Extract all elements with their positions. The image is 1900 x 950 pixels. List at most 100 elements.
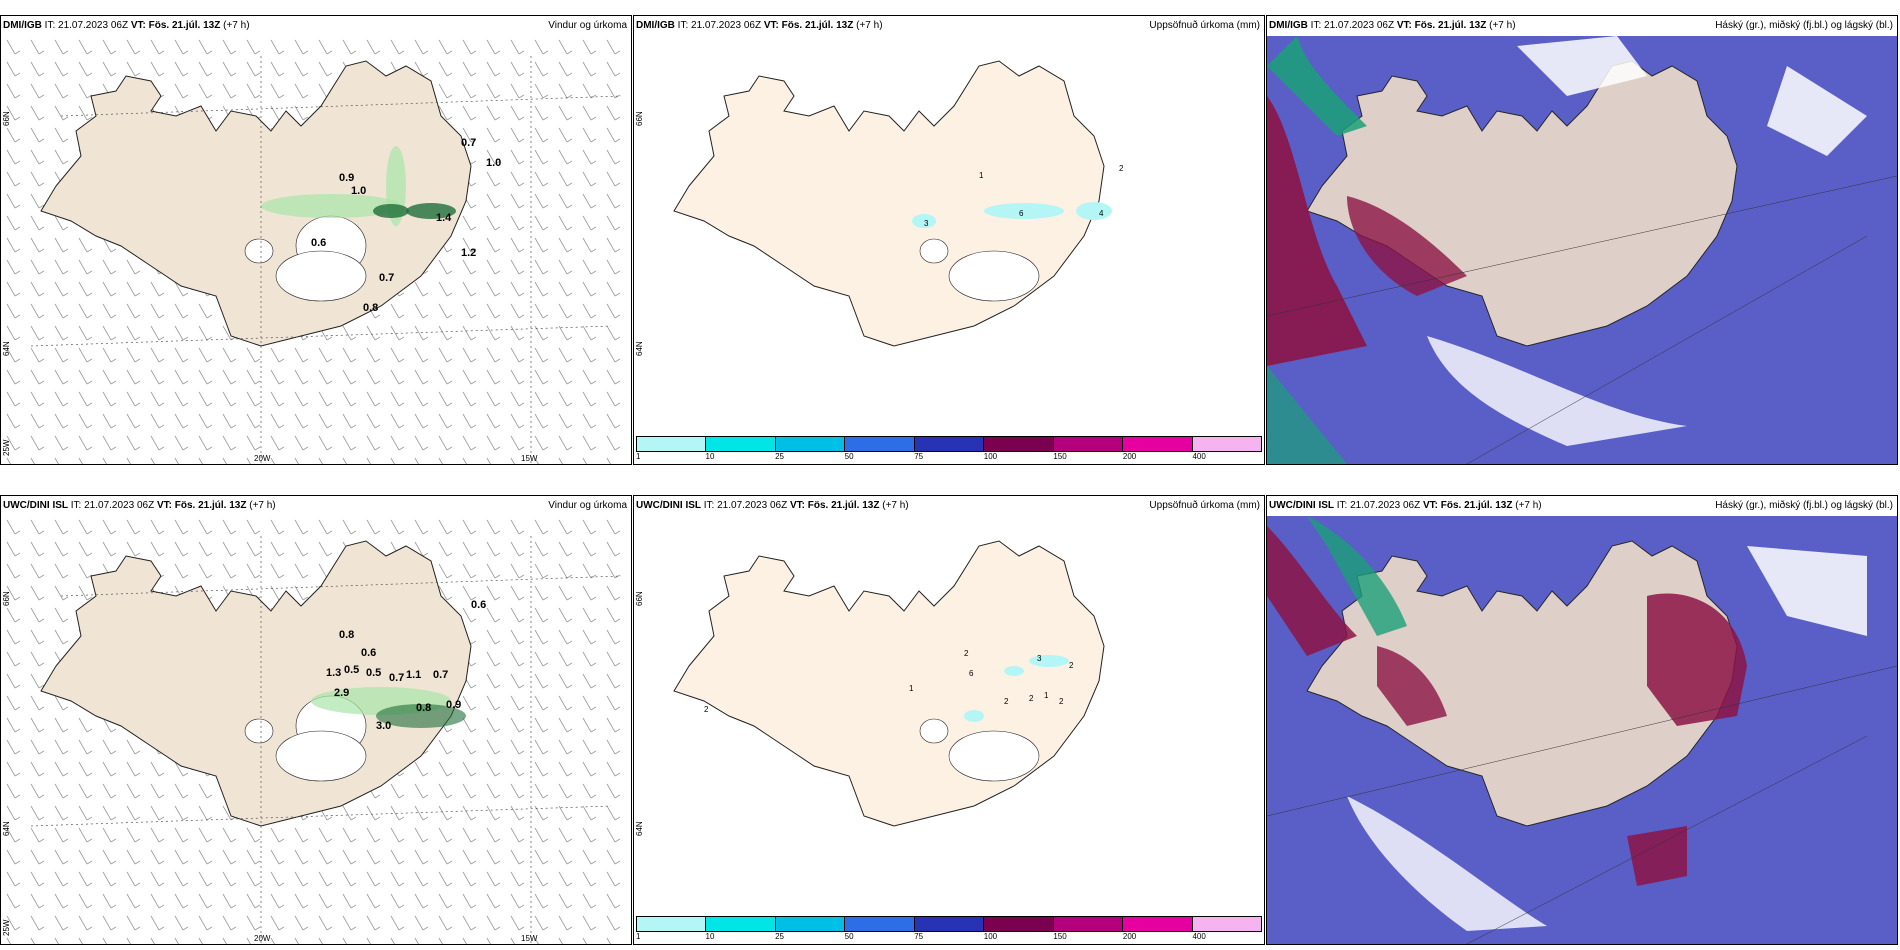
precip-label: 1.2 (461, 247, 476, 259)
accum-label: 2 (1004, 697, 1009, 706)
valid-time: Fös. 21.júl. 13Z (781, 20, 854, 31)
lat-label: 64N (2, 341, 11, 356)
lat-label: 64N (635, 821, 644, 836)
valid-label: VT: (1396, 20, 1412, 31)
panel-header: UWC/DINI ISL IT: 21.07.2023 06Z VT: Fös.… (634, 496, 1264, 516)
accum-label: 6 (969, 669, 974, 678)
colorbar-tick-label: 50 (844, 452, 854, 461)
lat-label: 66N (635, 591, 644, 606)
colorbar-tick-label: 400 (1192, 452, 1206, 461)
colorbar-tick-label: 75 (914, 932, 924, 941)
colorbar-tick-label: 100 (983, 932, 998, 941)
init-time: IT: 21.07.2023 06Z (70, 500, 155, 511)
glacier-langjokull (244, 238, 274, 264)
panel-dmi-cloud-cover: DMI/IGB IT: 21.07.2023 06Z VT: Fös. 21.j… (1266, 15, 1898, 465)
colorbar-tick-label: 100 (983, 452, 998, 461)
init-time: IT: 21.07.2023 06Z (1310, 20, 1395, 31)
panel-title: Háský (gr.), miðský (fj.bl.) og lágský (… (1715, 500, 1893, 511)
model-name: UWC/DINI ISL (1269, 500, 1334, 511)
colorbar-swatch (1123, 917, 1193, 931)
colorbar-swatch (775, 437, 846, 451)
accum-label: 2 (1029, 694, 1034, 703)
accum-label: 3 (924, 219, 929, 228)
precip-label: 0.7 (389, 672, 404, 684)
lon-label: 25W (2, 919, 11, 936)
panel-title: Uppsöfnuð úrkoma (mm) (1149, 500, 1260, 511)
precip-label: 1.0 (351, 185, 366, 197)
precip-area (964, 710, 984, 722)
precip-label: 0.7 (379, 272, 394, 284)
precip-area (261, 194, 401, 218)
valid-label: VT: (789, 500, 805, 511)
lat-label: 64N (635, 341, 644, 356)
model-name: DMI/IGB (636, 20, 675, 31)
panel-uwc-wind-precip: UWC/DINI ISL IT: 21.07.2023 06Z VT: Fös.… (0, 495, 632, 945)
lat-label: 64N (2, 821, 11, 836)
precip-area (912, 214, 936, 228)
init-time: IT: 21.07.2023 06Z (677, 20, 762, 31)
valid-time: Fös. 21.júl. 13Z (1440, 500, 1513, 511)
mid-cloud-area (1307, 516, 1407, 636)
lon-label: 25W (2, 439, 11, 456)
colorbar-tick-label: 200 (1122, 452, 1137, 461)
colorbar-swatch (845, 917, 915, 931)
precip-label: 0.6 (361, 647, 376, 659)
cloud-cover-map (1267, 36, 1897, 464)
colorbar-tick-label: 400 (1192, 932, 1206, 941)
valid-label: VT: (156, 500, 172, 511)
mid-cloud-area (1267, 36, 1367, 136)
panel-title: Vindur og úrkoma (548, 500, 627, 511)
valid-time: Fös. 21.júl. 13Z (148, 20, 221, 31)
colorbar-swatch (914, 917, 985, 931)
colorbar-tick-label: 10 (705, 932, 715, 941)
accum-precip-map: 2 3 2 6 1 2 2 1 2 2 66N 64N (635, 540, 1105, 836)
precip-label: 1.1 (406, 669, 421, 681)
colorbar-swatch (706, 437, 776, 451)
lat-label: 66N (2, 591, 11, 606)
colorbar-swatch (775, 917, 846, 931)
valid-time: Fös. 21.júl. 13Z (174, 500, 247, 511)
precip-label: 3.0 (376, 720, 391, 732)
precip-label: 0.9 (339, 172, 354, 184)
valid-label: VT: (130, 20, 146, 31)
colorbar-swatch (637, 917, 707, 931)
init-time: IT: 21.07.2023 06Z (1336, 500, 1421, 511)
lon-label: 20W (254, 934, 271, 943)
precip-label: 0.6 (471, 599, 486, 611)
precip-label: 0.7 (461, 137, 476, 149)
panel-header: UWC/DINI ISL IT: 21.07.2023 06Z VT: Fös.… (1, 496, 631, 516)
panel-title: Vindur og úrkoma (548, 20, 627, 31)
accum-label: 2 (1119, 164, 1124, 173)
precip-label: 2.9 (334, 687, 349, 699)
lon-label: 20W (254, 454, 271, 463)
model-name: UWC/DINI ISL (636, 500, 701, 511)
valid-label: VT: (763, 20, 779, 31)
panel-header: DMI/IGB IT: 21.07.2023 06Z VT: Fös. 21.j… (1267, 16, 1897, 36)
precip-label: 1.3 (326, 667, 341, 679)
precip-label: 0.8 (363, 302, 378, 314)
accum-label: 2 (1059, 697, 1064, 706)
high-cloud-area (1267, 96, 1367, 366)
model-name: DMI/IGB (1269, 20, 1308, 31)
panel-dmi-wind-precip: DMI/IGB IT: 21.07.2023 06Z VT: Fös. 21.j… (0, 15, 632, 465)
accum-label: 4 (1099, 209, 1104, 218)
accum-label: 2 (704, 705, 709, 714)
colorbar-swatch (845, 437, 915, 451)
colorbar-tick-label: 50 (844, 932, 854, 941)
precip-label: 0.7 (433, 669, 448, 681)
valid-time: Fös. 21.júl. 13Z (1414, 20, 1487, 31)
panel-header: UWC/DINI ISL IT: 21.07.2023 06Z VT: Fös.… (1267, 496, 1897, 516)
panel-header: DMI/IGB IT: 21.07.2023 06Z VT: Fös. 21.j… (1, 16, 631, 36)
lat-label: 66N (2, 111, 11, 126)
colorbar-tick-label: 1 (636, 452, 641, 461)
colorbar-tick-label: 75 (914, 452, 924, 461)
precip-label: 1.4 (436, 212, 452, 224)
panel-uwc-accum-precip: UWC/DINI ISL IT: 21.07.2023 06Z VT: Fös.… (633, 495, 1265, 945)
init-time: IT: 21.07.2023 06Z (703, 500, 788, 511)
precip-label: 0.5 (366, 667, 381, 679)
lead-time: (+7 h) (882, 500, 909, 511)
wind-precip-map: 0.6 0.8 0.6 1.3 0.5 0.5 0.7 1.1 0.7 2.9 … (1, 516, 631, 944)
precip-label: 0.6 (311, 237, 326, 249)
colorbar-tick-label: 25 (775, 932, 785, 941)
precip-colorbar: 1 10 25 50 75 100 150 200 400 (636, 916, 1262, 942)
